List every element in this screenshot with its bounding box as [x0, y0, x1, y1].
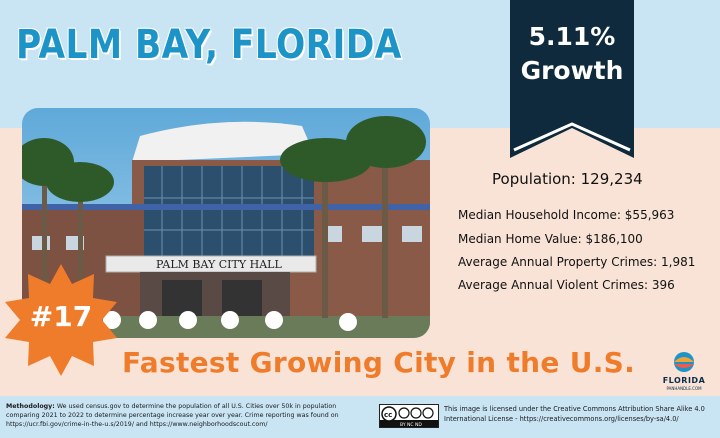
- median-household-income: Median Household Income: $55,963: [458, 208, 675, 222]
- violent-crimes: Average Annual Violent Crimes: 396: [458, 278, 675, 292]
- methodology-label: Methodology:: [6, 403, 55, 410]
- rank-number: #17: [29, 300, 93, 333]
- ranking-tagline: Fastest Growing City in the U.S.: [122, 346, 636, 379]
- growth-ribbon: [510, 0, 634, 158]
- svg-text:BY NC ND: BY NC ND: [400, 422, 422, 427]
- license-note: This image is licensed under the Creativ…: [444, 405, 705, 423]
- sign-text: PALM BAY CITY HALL: [156, 258, 282, 271]
- florida-panhandle-logo-icon: [674, 352, 694, 372]
- creative-commons-badge: cc BY NC ND: [379, 404, 439, 428]
- median-home-value: Median Home Value: $186,100: [458, 232, 643, 246]
- growth-value: 5.11%: [528, 22, 616, 51]
- methodology-text: We used census.gov to determine the popu…: [6, 403, 339, 428]
- population-stat: Population: 129,234: [492, 170, 643, 188]
- page-title: PALM BAY, FLORIDA: [16, 22, 402, 68]
- property-crimes: Average Annual Property Crimes: 1,981: [458, 255, 696, 269]
- rank-burst-icon: [5, 264, 117, 376]
- logo-name: FLORIDA: [662, 376, 706, 385]
- footer-band: [0, 396, 720, 438]
- growth-badge: 5.11% Growth: [510, 20, 634, 88]
- logo-subtitle: PANHANDLE.COM: [666, 386, 702, 391]
- growth-label: Growth: [520, 56, 624, 85]
- methodology-note: Methodology: We used census.gov to deter…: [6, 402, 366, 429]
- svg-text:cc: cc: [384, 411, 392, 419]
